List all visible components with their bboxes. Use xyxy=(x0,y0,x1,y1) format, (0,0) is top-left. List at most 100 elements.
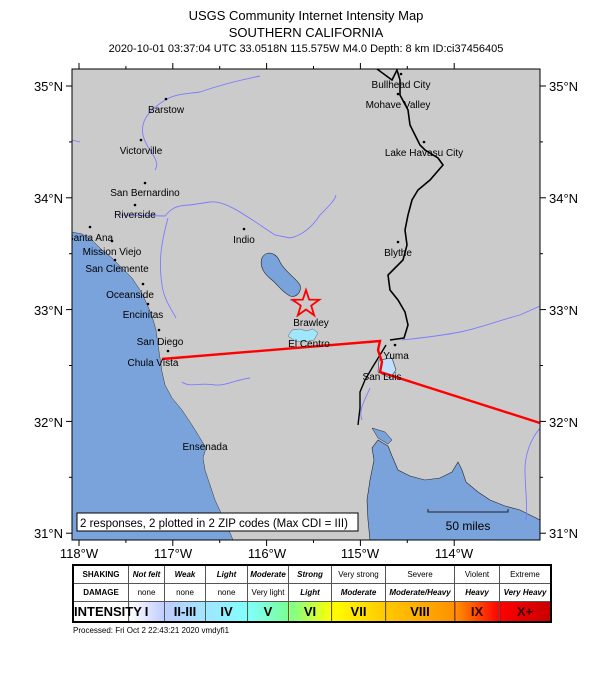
city: San Clemente xyxy=(85,258,149,275)
city: Lake Havasu City xyxy=(385,140,463,159)
city-dot xyxy=(143,181,147,185)
event-info: 2020-10-01 03:37:04 UTC 33.0518N 115.575… xyxy=(108,43,504,55)
city: Yuma xyxy=(383,343,409,362)
city-dot xyxy=(133,203,137,207)
lat-label-left: 35°N xyxy=(34,79,63,94)
city-dot xyxy=(399,72,403,76)
damage-cell: none xyxy=(128,583,165,602)
city-label: Blythe xyxy=(384,248,412,259)
intensity-cell: II-III xyxy=(164,601,206,623)
city-label: San Diego xyxy=(137,337,184,348)
city-dot xyxy=(88,225,92,229)
shaking-cell: Strong xyxy=(288,564,332,584)
city: Blythe xyxy=(384,240,412,259)
colorado-delta-island xyxy=(371,427,393,445)
lon-label: 118°W xyxy=(60,546,99,560)
city-label: Oceanside xyxy=(106,290,154,301)
damage-cell: none xyxy=(164,583,206,602)
city-dot xyxy=(113,258,117,262)
map-svg: 118°W 117°W 116°W 115°W 114°W 35°N 35°N 34°N 34°… xyxy=(34,63,578,560)
city-label: Bullhead City xyxy=(372,80,431,91)
damage-cell: Heavy xyxy=(454,583,500,602)
intensity-cell: VII xyxy=(331,601,386,623)
lat-label-right: 31°N xyxy=(549,526,578,541)
city: Encinitas xyxy=(123,302,164,321)
lon-label: 116°W xyxy=(248,546,287,560)
intensity-legend: SHAKING Not felt Weak Light Moderate Strong Ve… xyxy=(72,564,552,623)
scale-label: 50 miles xyxy=(446,519,491,533)
city: San Bernardino xyxy=(110,181,180,199)
city: Mohave Valley xyxy=(366,92,431,111)
shaking-cell: Extreme xyxy=(499,564,552,584)
summary-box xyxy=(76,512,359,532)
city: Santa Ana xyxy=(72,225,114,244)
shaking-header: SHAKING xyxy=(72,564,129,584)
city-dot xyxy=(157,328,161,332)
city-label: Ensenada xyxy=(182,442,227,453)
city: Bullhead City xyxy=(372,72,431,91)
lat-label-left: 33°N xyxy=(34,303,63,318)
city-label: El Centro xyxy=(288,339,330,350)
lat-label-right: 33°N xyxy=(549,303,578,318)
city: San Luis xyxy=(363,372,402,383)
lat-label-left: 32°N xyxy=(34,415,63,430)
damage-cell: Very light xyxy=(247,583,289,602)
response-polygon-el-centro[interactable] xyxy=(287,328,319,343)
intensity-cell: V xyxy=(247,601,289,623)
map-frame xyxy=(71,68,541,541)
city-dot xyxy=(422,140,426,144)
state-border xyxy=(376,69,445,341)
salton-sea xyxy=(260,252,301,297)
city-labels: Barstow Victorville San Bernardino Riversid… xyxy=(72,72,463,453)
damage-header: DAMAGE xyxy=(72,583,129,602)
intensity-cell: IX xyxy=(454,601,500,623)
city-dot xyxy=(393,343,397,347)
rivers xyxy=(72,75,540,521)
summary-text: 2 responses, 2 plotted in 2 ZIP codes (M… xyxy=(80,518,348,530)
epicenter-star-icon[interactable] xyxy=(290,287,322,318)
shaking-cell: Very strong xyxy=(331,564,386,584)
lat-label-right: 35°N xyxy=(549,79,578,94)
city: San Diego xyxy=(137,328,184,348)
city-dot xyxy=(164,97,168,101)
city: Indio xyxy=(233,227,255,246)
lat-label-left: 34°N xyxy=(34,191,63,206)
shaking-cell: Light xyxy=(205,564,248,584)
intensity-cell: IV xyxy=(205,601,248,623)
city: Barstow xyxy=(148,97,185,116)
lat-label-right: 34°N xyxy=(549,191,578,206)
pacific-ocean xyxy=(72,231,234,540)
city-label: Mission Viejo xyxy=(83,247,142,258)
map-area[interactable]: Barstow Victorville San Bernardino Riversid… xyxy=(67,69,540,540)
region-title: SOUTHERN CALIFORNIA xyxy=(228,25,384,40)
shaking-cell: Severe xyxy=(385,564,455,584)
damage-cell: Light xyxy=(288,583,332,602)
city: Mission Viejo xyxy=(83,239,142,258)
processed-timestamp: Processed: Fri Oct 2 22:43:21 2020 vmdyf… xyxy=(73,626,230,635)
shaking-cell: Weak xyxy=(164,564,206,584)
city: El Centro xyxy=(288,339,330,350)
boundary-line xyxy=(161,339,540,425)
intensity-cell: VIII xyxy=(385,601,455,623)
city: Ensenada xyxy=(182,442,227,453)
damage-cell: Very Heavy xyxy=(499,583,552,602)
city-label: Indio xyxy=(233,235,255,246)
city-label: Encinitas xyxy=(123,310,164,321)
city-dot xyxy=(242,227,246,231)
lat-label-left: 31°N xyxy=(34,526,63,541)
city-label: Mohave Valley xyxy=(366,100,431,111)
city-dot xyxy=(141,282,145,286)
intensity-header: INTENSITY xyxy=(72,601,142,623)
lon-label: 117°W xyxy=(154,546,193,560)
city-label: Riverside xyxy=(114,210,156,221)
city-dot xyxy=(166,349,170,353)
lon-label: 114°W xyxy=(435,546,474,560)
axis-labels: 118°W 117°W 116°W 115°W 114°W 35°N 35°N 34°N 34°… xyxy=(34,79,578,560)
city-label: Lake Havasu City xyxy=(385,148,463,159)
intensity-cell: X+ xyxy=(499,601,552,623)
scale-bar xyxy=(427,509,509,513)
lon-label: 115°W xyxy=(341,546,380,560)
city-label: Chula Vista xyxy=(128,358,179,369)
city-label: Brawley xyxy=(293,318,329,329)
